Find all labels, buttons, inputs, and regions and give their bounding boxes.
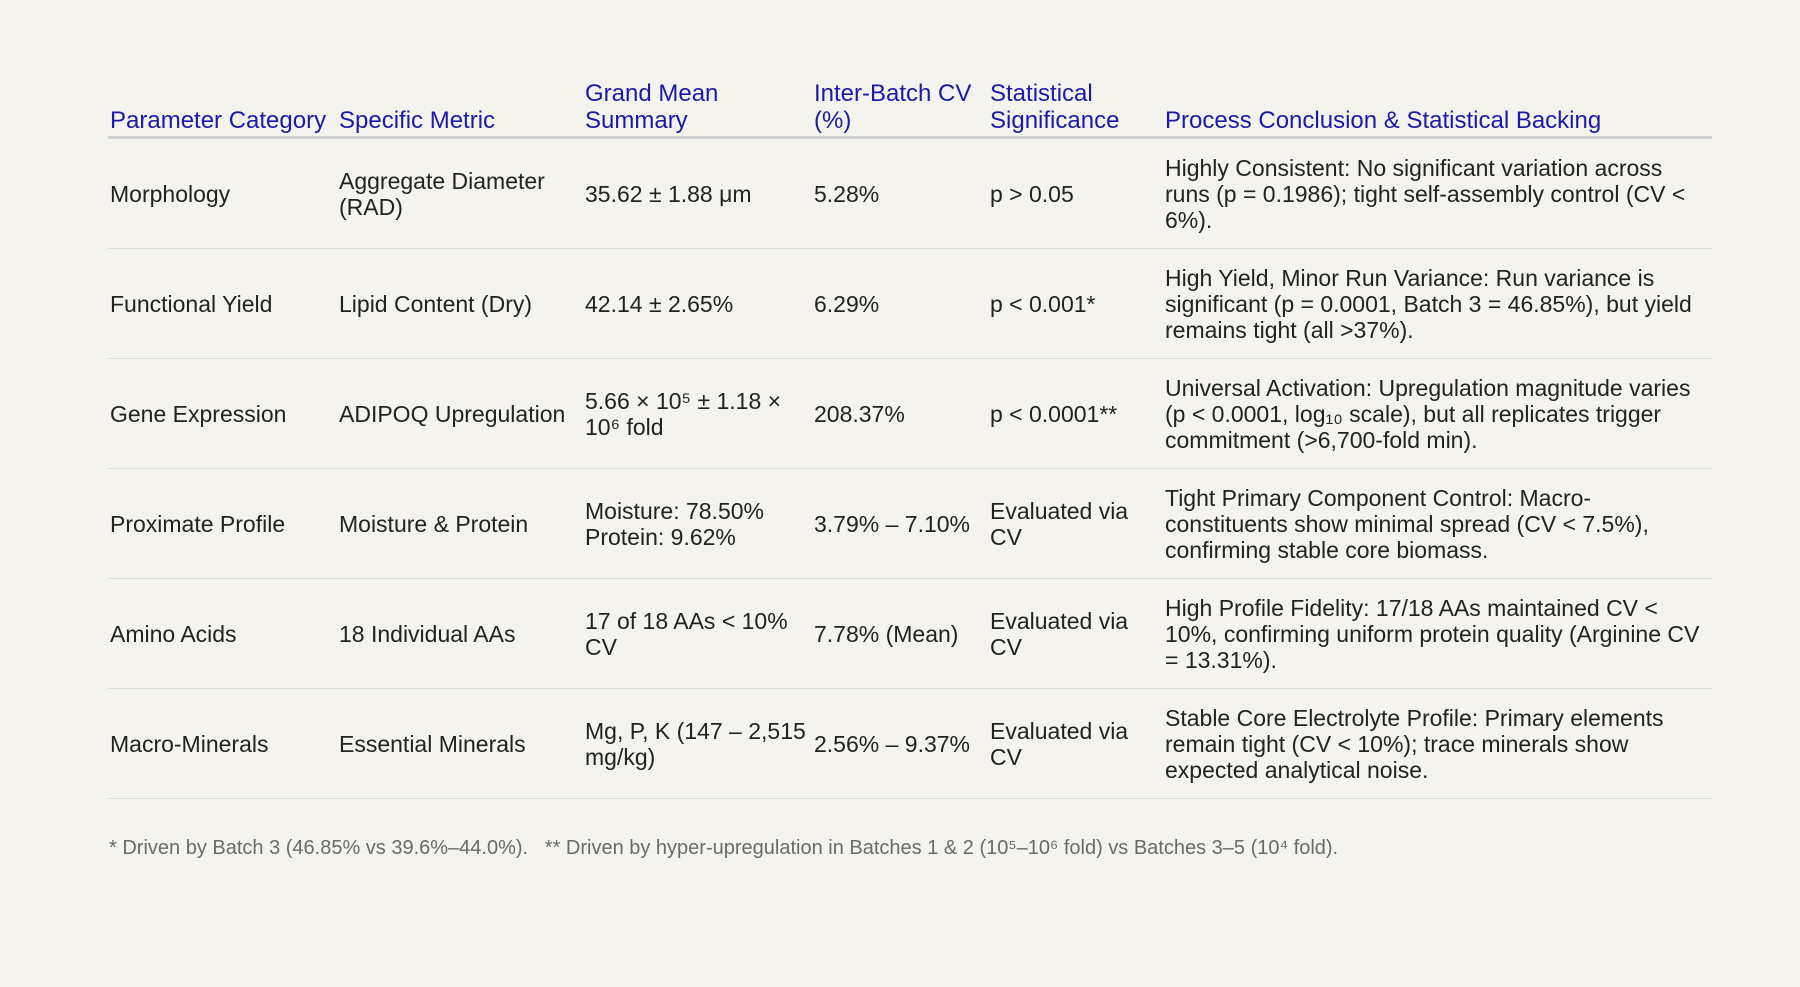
cell-cv: 7.78% (Mean) <box>812 578 988 689</box>
process-summary-table: Parameter Category Specific Metric Grand… <box>108 78 1712 799</box>
cell-metric: 18 Individual AAs <box>337 578 583 689</box>
cell-category: Amino Acids <box>108 578 337 689</box>
table-row: Morphology Aggregate Diameter (RAD) 35.6… <box>108 137 1712 249</box>
header-grand-mean-summary: Grand Mean Summary <box>583 78 812 139</box>
cell-significance: p > 0.05 <box>988 137 1163 249</box>
cell-significance: Evaluated via CV <box>988 578 1163 689</box>
table-row: Macro-Minerals Essential Minerals Mg, P,… <box>108 688 1712 799</box>
cell-conclusion: Highly Consistent: No significant variat… <box>1163 137 1712 249</box>
cell-mean: 5.66 × 10⁵ ± 1.18 × 10⁶ fold <box>583 358 812 469</box>
header-row: Parameter Category Specific Metric Grand… <box>108 78 1712 139</box>
header-statistical-significance: Statistical Significance <box>988 78 1163 139</box>
cell-category: Functional Yield <box>108 248 337 359</box>
cell-cv: 6.29% <box>812 248 988 359</box>
cell-cv: 3.79% – 7.10% <box>812 468 988 579</box>
header-process-conclusion: Process Conclusion & Statistical Backing <box>1163 78 1712 139</box>
cell-category: Morphology <box>108 137 337 249</box>
cell-mean: 17 of 18 AAs < 10% CV <box>583 578 812 689</box>
cell-category: Gene Expression <box>108 358 337 469</box>
cell-cv: 2.56% – 9.37% <box>812 688 988 799</box>
cell-significance: p < 0.001* <box>988 248 1163 359</box>
cell-metric: Aggregate Diameter (RAD) <box>337 137 583 249</box>
cell-mean: 35.62 ± 1.88 μm <box>583 137 812 249</box>
cell-category: Proximate Profile <box>108 468 337 579</box>
cell-significance: Evaluated via CV <box>988 468 1163 579</box>
cell-significance: p < 0.0001** <box>988 358 1163 469</box>
cell-cv: 208.37% <box>812 358 988 469</box>
table-header: Parameter Category Specific Metric Grand… <box>108 78 1712 139</box>
table-footnote: * Driven by Batch 3 (46.85% vs 39.6%–44.… <box>109 837 1339 859</box>
cell-conclusion: Universal Activation: Upregulation magni… <box>1163 358 1712 469</box>
results-table-container: Parameter Category Specific Metric Grand… <box>108 78 1712 799</box>
cell-conclusion: High Yield, Minor Run Variance: Run vari… <box>1163 248 1712 359</box>
table-row: Gene Expression ADIPOQ Upregulation 5.66… <box>108 358 1712 469</box>
cell-cv: 5.28% <box>812 137 988 249</box>
cell-metric: Essential Minerals <box>337 688 583 799</box>
cell-mean: 42.14 ± 2.65% <box>583 248 812 359</box>
header-specific-metric: Specific Metric <box>337 78 583 139</box>
cell-metric: Moisture & Protein <box>337 468 583 579</box>
header-parameter-category: Parameter Category <box>108 78 337 139</box>
cell-metric: ADIPOQ Upregulation <box>337 358 583 469</box>
cell-conclusion: Stable Core Electrolyte Profile: Primary… <box>1163 688 1712 799</box>
table-body: Morphology Aggregate Diameter (RAD) 35.6… <box>108 137 1712 799</box>
table-row: Proximate Profile Moisture & Protein Moi… <box>108 468 1712 579</box>
cell-metric: Lipid Content (Dry) <box>337 248 583 359</box>
cell-conclusion: High Profile Fidelity: 17/18 AAs maintai… <box>1163 578 1712 689</box>
cell-category: Macro-Minerals <box>108 688 337 799</box>
cell-conclusion: Tight Primary Component Control: Macro-c… <box>1163 468 1712 579</box>
header-inter-batch-cv: Inter-Batch CV (%) <box>812 78 988 139</box>
cell-mean: Mg, P, K (147 – 2,515 mg/kg) <box>583 688 812 799</box>
table-row: Functional Yield Lipid Content (Dry) 42.… <box>108 248 1712 359</box>
cell-mean: Moisture: 78.50% Protein: 9.62% <box>583 468 812 579</box>
table-row: Amino Acids 18 Individual AAs 17 of 18 A… <box>108 578 1712 689</box>
cell-significance: Evaluated via CV <box>988 688 1163 799</box>
